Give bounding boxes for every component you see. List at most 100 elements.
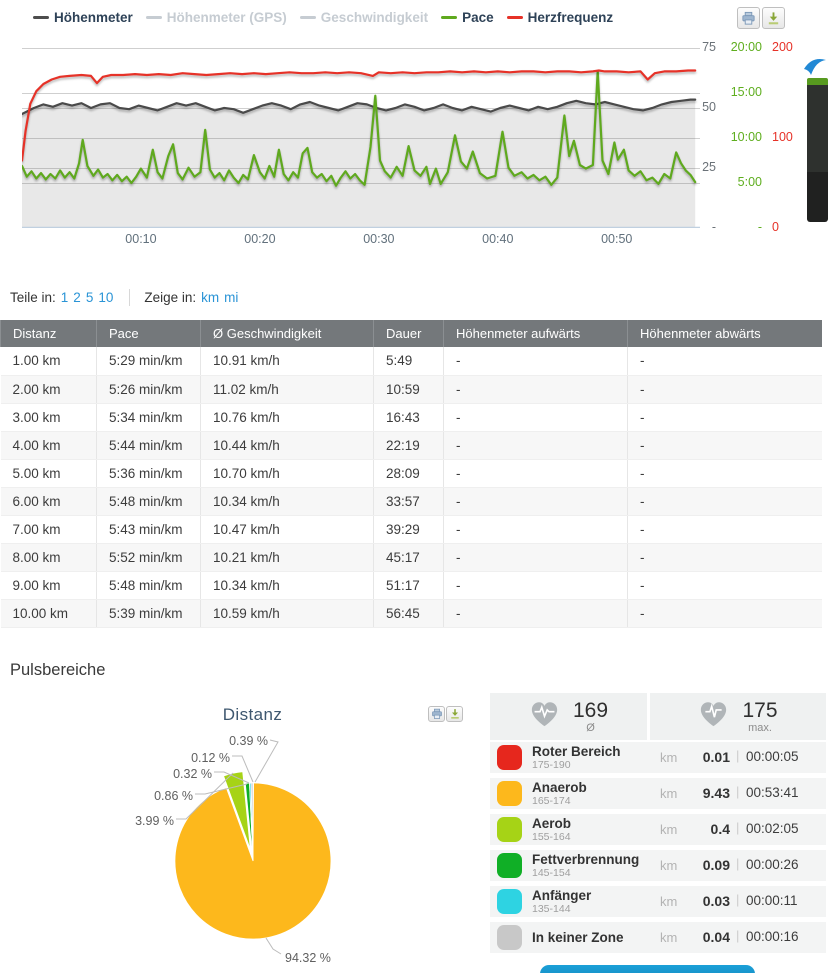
- download-icon: [766, 11, 781, 26]
- zone-time-value: 00:02:05: [746, 821, 799, 836]
- separator: [129, 289, 131, 306]
- cell-elevation-up: -: [443, 459, 628, 488]
- x-axis-label: 00:10: [125, 232, 157, 246]
- cell-elevation-down: -: [627, 487, 822, 516]
- zone-unit-label: km: [660, 750, 678, 765]
- y-axis-label: 50: [702, 100, 716, 114]
- zone-separator: |: [736, 784, 740, 799]
- zone-unit-label: km: [660, 930, 678, 945]
- print-button[interactable]: [737, 7, 760, 29]
- zone-row: Fettverbrennung 145-154 km 0.09 | 00:00:…: [490, 850, 826, 881]
- cell-duration: 33:57: [373, 487, 444, 516]
- cut-off-blue-button[interactable]: [540, 965, 755, 973]
- unit-option-link[interactable]: mi: [224, 290, 239, 305]
- y-axis-label: 15:00: [730, 85, 762, 99]
- cell-pace: 5:29 min/km: [96, 347, 201, 376]
- split-option-link[interactable]: 2: [73, 290, 81, 305]
- cell-speed: 10.34 km/h: [200, 487, 374, 516]
- cell-elevation-up: -: [443, 543, 628, 572]
- cell-speed: 10.21 km/h: [200, 543, 374, 572]
- cell-elevation-down: -: [627, 459, 822, 488]
- print-button[interactable]: [428, 706, 445, 722]
- legend-item[interactable]: Höhenmeter (GPS): [145, 10, 287, 25]
- zone-row: Anaerob 165-174 km 9.43 | 00:53:41: [490, 778, 826, 809]
- y-axis-label: 5:00: [737, 175, 762, 189]
- split-option-link[interactable]: 10: [98, 290, 114, 305]
- zone-unit-label: km: [660, 894, 678, 909]
- series-Pace: [22, 70, 697, 187]
- legend-dash-icon: [145, 16, 162, 19]
- cell-distance: 5.00 km: [0, 459, 97, 488]
- zone-distance-value: 0.04: [702, 929, 730, 945]
- legend-dash-icon: [299, 16, 316, 19]
- zone-unit-label: km: [660, 786, 678, 801]
- split-option-link[interactable]: 1: [60, 290, 69, 305]
- table-row: 9.00 km 5:48 min/km 10.34 km/h 51:17 - -: [0, 571, 822, 600]
- split-option-link[interactable]: 5: [85, 290, 94, 305]
- activity-line-chart[interactable]: [22, 45, 700, 228]
- zone-separator: |: [736, 892, 740, 907]
- table-row: 7.00 km 5:43 min/km 10.47 km/h 39:29 - -: [0, 515, 822, 544]
- cell-elevation-up: -: [443, 487, 628, 516]
- zone-distance-value: 9.43: [702, 785, 730, 801]
- table-row: 10.00 km 5:39 min/km 10.59 km/h 56:45 - …: [0, 599, 822, 628]
- legend-dash-icon: [506, 16, 523, 19]
- download-button[interactable]: [446, 706, 463, 722]
- zone-time-value: 00:53:41: [746, 785, 799, 800]
- y-axis-label: 200: [772, 40, 793, 54]
- legend-item-label: Herzfrequenz: [527, 10, 614, 25]
- print-icon: [741, 11, 756, 26]
- x-axis-label: 00:30: [363, 232, 395, 246]
- table-header-cell: Ø Geschwindigkeit: [200, 320, 374, 347]
- cell-distance: 2.00 km: [0, 375, 97, 404]
- cell-distance: 8.00 km: [0, 543, 97, 572]
- pie-chart-title: Distanz: [222, 705, 283, 724]
- zone-color-swatch: [497, 817, 522, 842]
- pie-slice-In keiner Zone[interactable]: [250, 782, 254, 862]
- splits-table: Distanz Pace Ø Geschwindigkeit Dauer Höhenme…: [0, 320, 822, 628]
- avg-heartrate-card: 169 Ø: [490, 693, 647, 740]
- cell-duration: 28:09: [373, 459, 444, 488]
- cell-elevation-up: -: [443, 515, 628, 544]
- cell-pace: 5:44 min/km: [96, 431, 201, 460]
- y-axis-label: 20:00: [730, 40, 762, 54]
- zone-row: Aerob 155-164 km 0.4 | 00:02:05: [490, 814, 826, 845]
- cell-distance: 3.00 km: [0, 403, 97, 432]
- cell-pace: 5:52 min/km: [96, 543, 201, 572]
- cell-elevation-down: -: [627, 599, 822, 628]
- cell-distance: 4.00 km: [0, 431, 97, 460]
- zone-name: Aerob: [532, 816, 572, 831]
- cell-duration: 56:45: [373, 599, 444, 628]
- legend-item[interactable]: Höhenmeter: [33, 10, 133, 25]
- zone-range: 155-164: [532, 831, 571, 843]
- zone-color-swatch: [497, 781, 522, 806]
- ad-banner[interactable]: [800, 53, 828, 225]
- x-axis-label: 00:40: [482, 232, 514, 246]
- unit-option-link[interactable]: km: [201, 290, 220, 305]
- max-heartrate-value: 175: [742, 698, 778, 722]
- zone-row: Roter Bereich 175-190 km 0.01 | 00:00:05: [490, 742, 826, 773]
- y-axis-label: 0: [772, 220, 779, 234]
- legend-item-label: Pace: [462, 10, 494, 25]
- cell-duration: 51:17: [373, 571, 444, 600]
- max-heartrate-card: 175 max.: [650, 693, 826, 740]
- download-button[interactable]: [762, 7, 785, 29]
- y-axis-label: -: [757, 220, 762, 234]
- legend-item[interactable]: Pace: [441, 10, 494, 25]
- print-icon: [431, 708, 443, 720]
- table-row: 2.00 km 5:26 min/km 11.02 km/h 10:59 - -: [0, 375, 822, 404]
- cell-elevation-up: -: [443, 403, 628, 432]
- cell-elevation-down: -: [627, 375, 822, 404]
- table-header-cell: Pace: [96, 320, 201, 347]
- cell-elevation-down: -: [627, 347, 822, 376]
- y-axis-label: -: [711, 220, 716, 234]
- cell-speed: 10.47 km/h: [200, 515, 374, 544]
- table-header-cell: Höhenmeter abwärts: [627, 320, 822, 347]
- legend-item[interactable]: Geschwindigkeit: [299, 10, 428, 25]
- distance-pie-chart[interactable]: [130, 728, 360, 973]
- legend-item[interactable]: Herzfrequenz: [506, 10, 614, 25]
- cell-pace: 5:26 min/km: [96, 375, 201, 404]
- cell-elevation-up: -: [443, 375, 628, 404]
- zone-row: In keiner Zone km 0.04 | 00:00:16: [490, 922, 826, 953]
- zone-time-value: 00:00:05: [746, 749, 799, 764]
